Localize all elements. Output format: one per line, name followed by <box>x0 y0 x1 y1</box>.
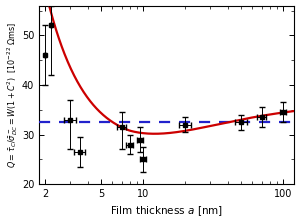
X-axis label: Film thickness $a$ [nm]: Film thickness $a$ [nm] <box>110 205 223 218</box>
Y-axis label: $Q = \bar{\tau}_C/\bar{\sigma}^-_{DC} = W(1+C^2)$  [$10^{-22}$ Ωms]: $Q = \bar{\tau}_C/\bar{\sigma}^-_{DC} = … <box>6 22 20 168</box>
